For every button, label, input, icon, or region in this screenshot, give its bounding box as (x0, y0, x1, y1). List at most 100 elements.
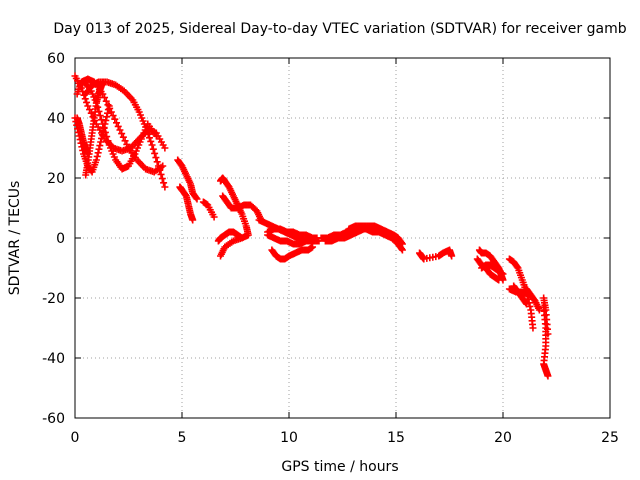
data-point (398, 239, 406, 247)
series-arc-30 (540, 294, 552, 338)
data-point (152, 154, 160, 162)
series-arc-4 (80, 78, 160, 173)
data-point (144, 130, 152, 138)
data-point (147, 137, 155, 145)
series-arc-9 (176, 183, 197, 224)
data-point (118, 130, 126, 138)
y-tick-label: 40 (47, 111, 65, 127)
data-point (217, 252, 225, 260)
data-point (99, 127, 107, 135)
series-arc-10 (199, 198, 218, 221)
data-point (116, 126, 124, 134)
data-point (97, 138, 105, 146)
data-point (113, 119, 121, 127)
data-point (238, 234, 246, 242)
data-point (95, 145, 103, 153)
y-tick-label: 0 (56, 231, 65, 247)
x-tick-label: 5 (178, 430, 187, 446)
series-arc-24 (478, 261, 507, 278)
data-point (103, 133, 111, 141)
x-tick-label: 10 (280, 430, 298, 446)
x-tick-label: 0 (71, 430, 80, 446)
chart-title: Day 013 of 2025, Sidereal Day-to-day VTE… (53, 21, 626, 37)
series-arc-15 (264, 231, 323, 248)
data-point (193, 195, 201, 203)
data-point (535, 306, 543, 314)
data-point (151, 149, 159, 157)
y-tick-label: 60 (47, 51, 65, 67)
series-arc-17 (264, 225, 321, 242)
data-point (398, 240, 406, 248)
data-point (513, 263, 521, 271)
data-point (111, 115, 119, 123)
data-point (158, 175, 166, 183)
x-tick-label: 25 (601, 430, 619, 446)
data-point (544, 330, 552, 338)
data-point (100, 124, 108, 132)
series-arc-20 (345, 222, 406, 248)
data-point (103, 113, 111, 121)
data-point (189, 216, 197, 224)
data-point (93, 152, 101, 160)
data-point (84, 102, 92, 110)
data-point (210, 213, 218, 221)
data-point (499, 270, 507, 278)
data-point (192, 194, 200, 202)
series-arc-7 (82, 78, 107, 179)
data-point (114, 122, 122, 130)
data-point (148, 141, 156, 149)
data-point (101, 120, 109, 128)
data-point (161, 144, 169, 152)
data-point (101, 94, 109, 102)
data-point (104, 137, 112, 145)
x-tick-label: 20 (494, 430, 512, 446)
data-point (85, 83, 93, 91)
data-point (86, 106, 94, 114)
data-point (109, 112, 117, 120)
series-arc-12 (214, 228, 246, 245)
data-point (104, 109, 112, 117)
data-point (152, 132, 160, 140)
data-point (102, 97, 110, 105)
tick-labels: 0 5 10 15 20 25 -60 -40 -20 0 20 40 60 (42, 51, 619, 446)
data-point (161, 183, 169, 191)
data-point (544, 372, 552, 380)
data-point (121, 137, 129, 145)
data-point (522, 299, 530, 307)
tick-marks (74, 57, 611, 419)
data-point (96, 142, 104, 150)
y-axis-label: SDTVAR / TECUs (7, 181, 23, 296)
data-point (92, 156, 100, 164)
data-point (105, 102, 113, 110)
data-point (123, 140, 131, 148)
data-point (523, 300, 531, 308)
series-arc-11 (217, 174, 252, 260)
data-point (448, 252, 456, 260)
data-point (99, 78, 107, 86)
data-point (153, 158, 161, 166)
series-arc-8 (174, 156, 201, 203)
series-arc-16 (268, 243, 317, 263)
series-arc-25 (505, 255, 537, 332)
data-point (398, 245, 406, 253)
data-point (83, 98, 91, 106)
data-point (98, 134, 106, 142)
data-point (98, 131, 106, 139)
y-tick-label: 20 (47, 171, 65, 187)
data-point (398, 246, 406, 254)
data-point (94, 149, 102, 157)
data-point (309, 243, 317, 251)
data-point (102, 116, 110, 124)
data-point (149, 145, 157, 153)
series-arc-21 (416, 246, 456, 263)
data-point (495, 276, 503, 284)
x-tick-label: 15 (387, 430, 405, 446)
data-point (529, 324, 537, 332)
series-arc-28 (523, 285, 543, 314)
y-tick-label: -20 (42, 291, 65, 307)
y-tick-label: -40 (42, 351, 65, 367)
data-point (157, 170, 165, 178)
x-axis-label: GPS time / hours (281, 459, 398, 475)
series-arc-22 (475, 246, 507, 284)
